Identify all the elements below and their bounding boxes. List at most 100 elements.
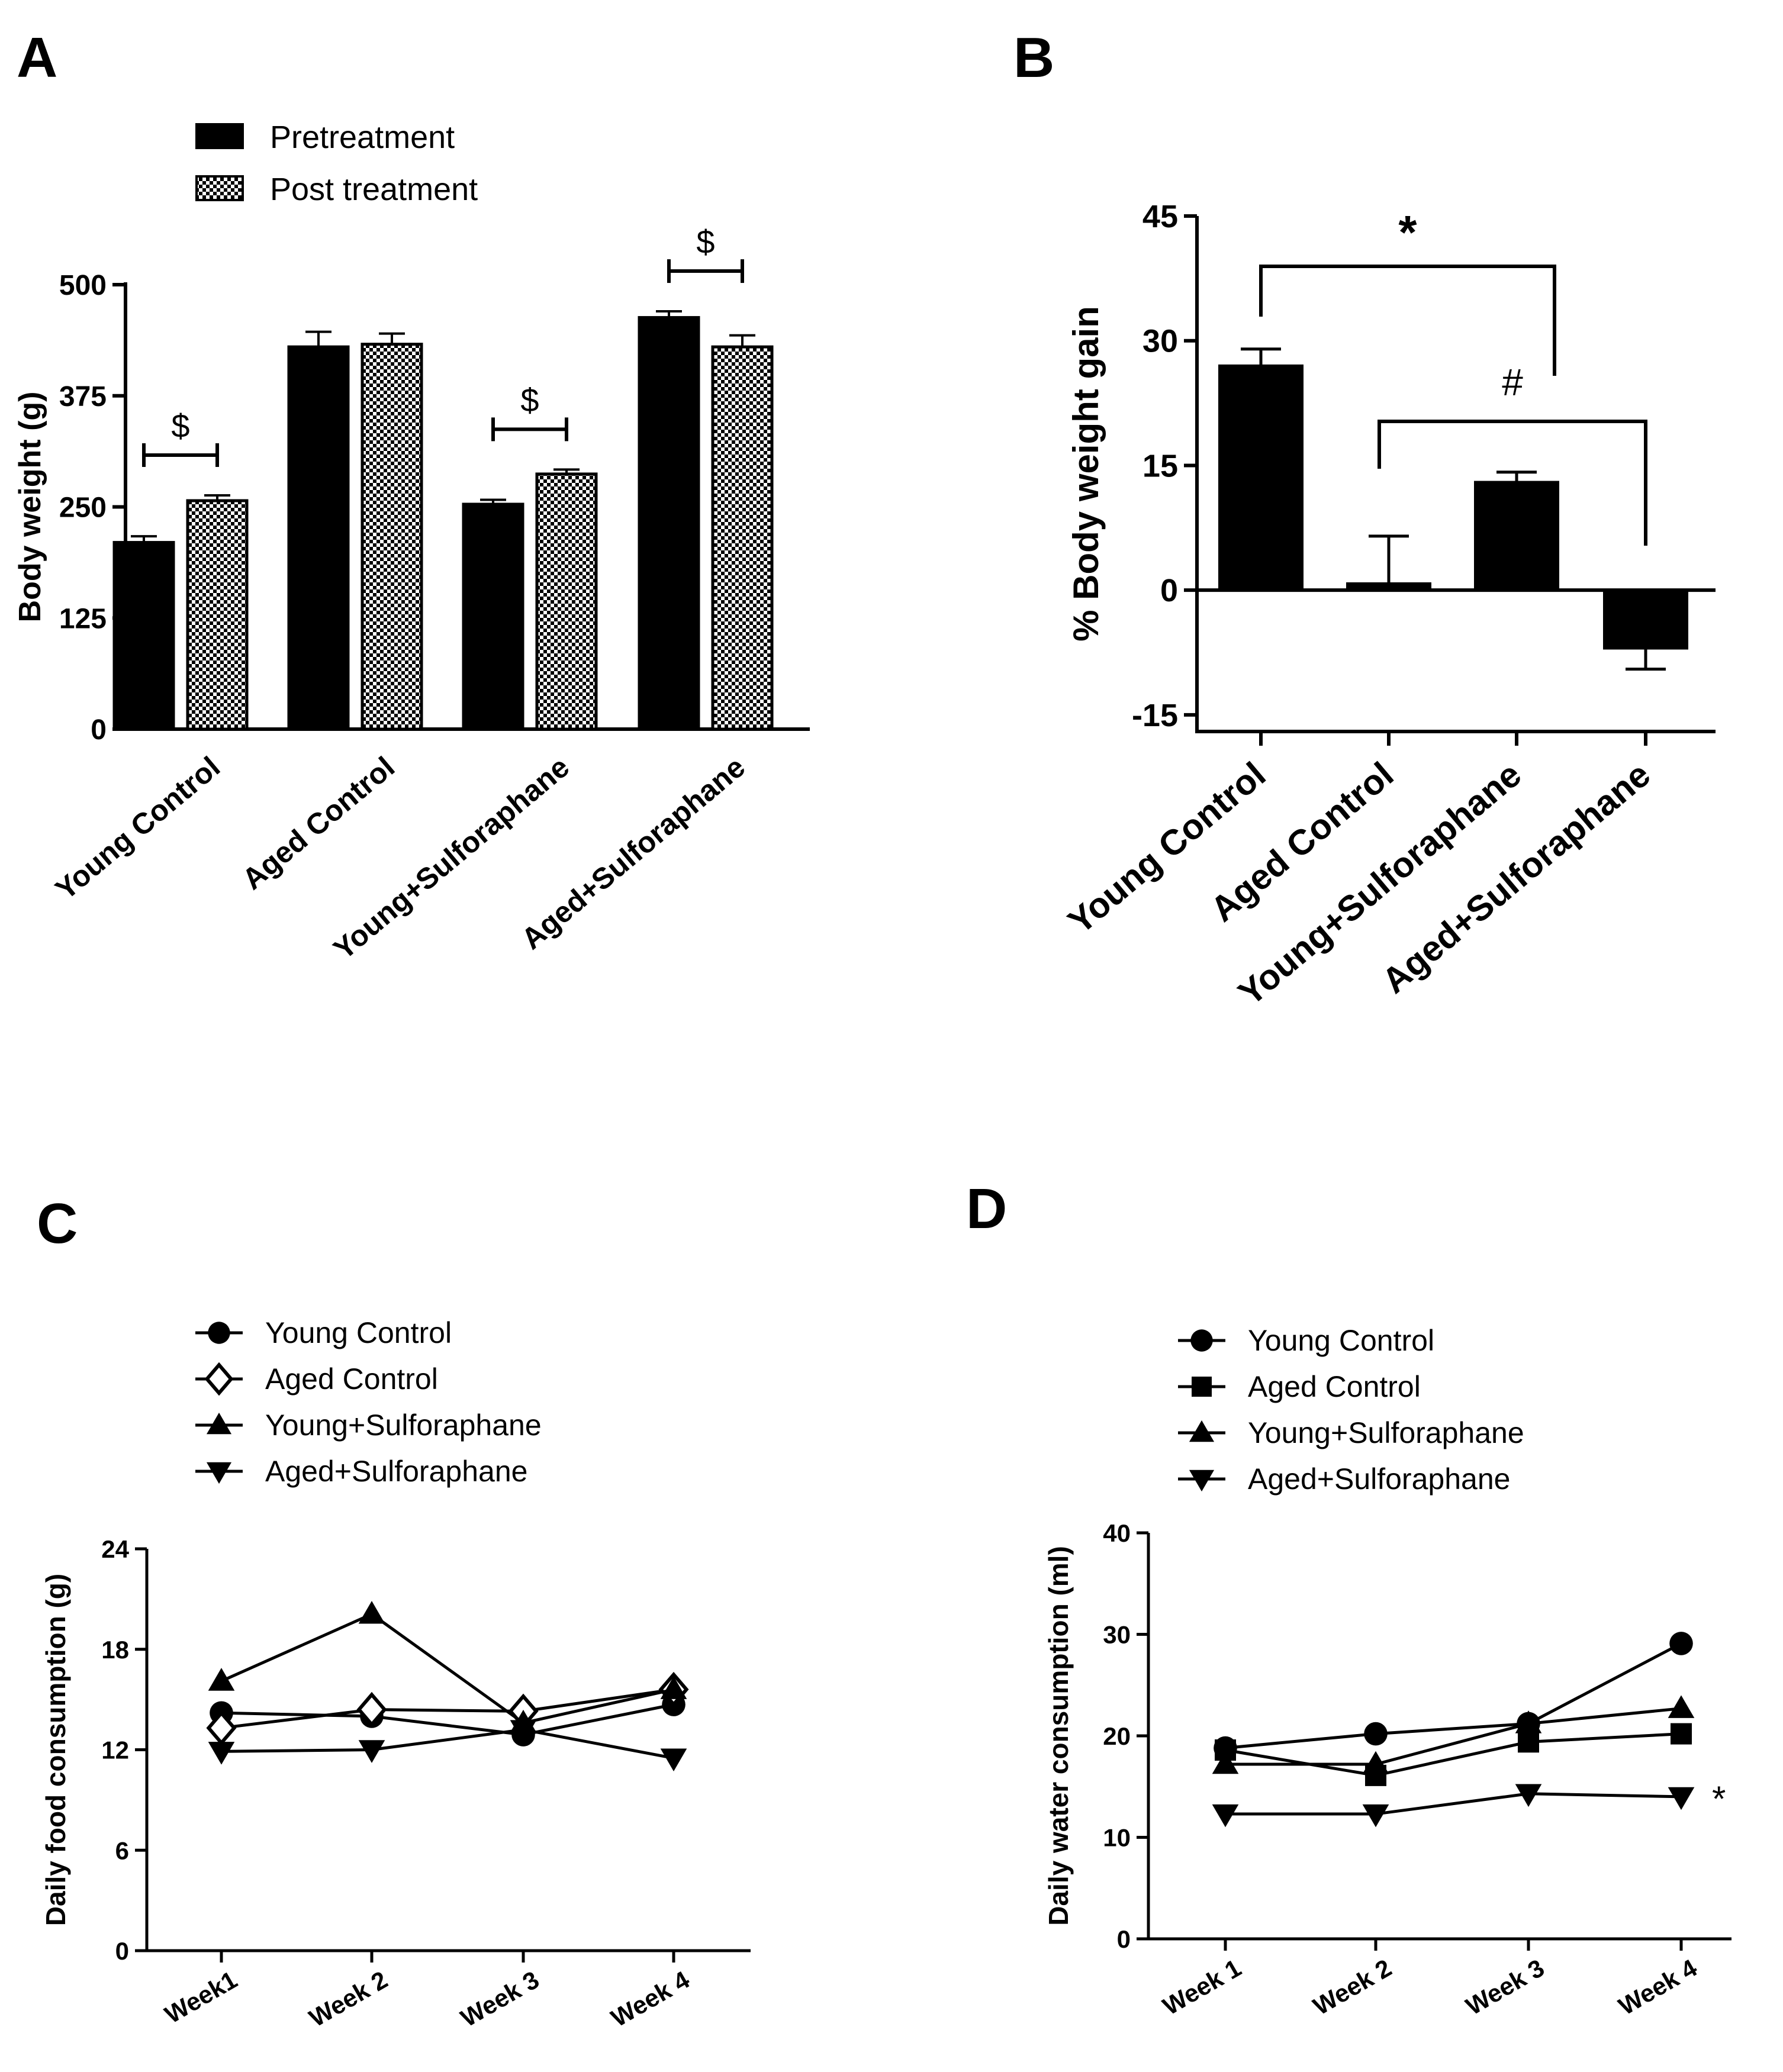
data-point-aged-sulforaphane (1515, 1784, 1542, 1807)
series-line-young-sulforaphane (1225, 1707, 1682, 1766)
y-tick-label: 18 (101, 1636, 129, 1664)
panel-label-c: C (37, 1192, 78, 1255)
y-tick-label: 40 (1103, 1519, 1131, 1547)
panel-d: 0 10 20 30 40 Daily water consumption (ml) Wee… (1043, 1324, 1731, 2021)
significance-marker: # (1502, 361, 1523, 404)
legend-swatch-pretreatment (195, 123, 244, 149)
bar-pretreatment-aged-control (287, 345, 350, 731)
y-tick-label: 0 (91, 714, 107, 746)
legend-marker-young-control (1190, 1329, 1213, 1352)
legend-label-post-treatment: Post treatment (270, 172, 478, 207)
significance-bracket (1259, 265, 1556, 376)
y-tick-label: 250 (59, 492, 107, 524)
data-point-young-control (1669, 1632, 1693, 1655)
legend-marker-aged-sulforaphane (1189, 1470, 1215, 1492)
data-point-young-sulforaphane (208, 1668, 235, 1691)
y-tick-label: -15 (1132, 698, 1178, 733)
bar-post-treatment-aged-sulforaphane (711, 345, 774, 731)
y-axis-title: Daily water consumption (ml) (1043, 1546, 1074, 1926)
y-tick-label: 30 (1103, 1621, 1131, 1649)
data-point-aged-sulforaphane (660, 1748, 687, 1771)
legend-marker-young-sulforaphane (1189, 1420, 1215, 1442)
significance-bracket (1378, 420, 1647, 546)
series-line-young-control (221, 1703, 674, 1736)
x-tick-label-week-3: Week 3 (1461, 1954, 1549, 2021)
y-tick-label: 0 (1117, 1925, 1131, 1953)
significance-marker: $ (171, 407, 189, 444)
bar-pretreatment-aged-sulforaphane (638, 316, 700, 731)
y-axis-title: % Body weight gain (1066, 306, 1106, 642)
series-line-aged-sulforaphane (221, 1728, 674, 1760)
legend-marker-young-sulforaphane (206, 1412, 232, 1435)
series-line-young-control (1225, 1642, 1682, 1750)
data-point-aged-sulforaphane (208, 1742, 235, 1765)
panel-c: 0 6 12 18 24 Daily food consumption (g) Week1 W… (40, 1316, 751, 2032)
y-tick-label: 24 (101, 1535, 129, 1563)
y-axis-title: Body weight (g) (13, 392, 47, 623)
data-point-aged-sulforaphane (510, 1720, 537, 1743)
legend-label-aged-control: Aged Control (1248, 1370, 1421, 1403)
data-point-young-control (1364, 1722, 1388, 1746)
bar-post-treatment-young-control (186, 499, 249, 731)
y-tick-label: 500 (59, 270, 107, 301)
significance-marker: * (1398, 206, 1417, 259)
series-line-aged-sulforaphane (1225, 1792, 1682, 1816)
data-point-young-sulforaphane (1212, 1751, 1239, 1774)
y-tick-label: 0 (115, 1937, 129, 1965)
data-point-aged-control (1518, 1731, 1539, 1753)
data-point-young-sulforaphane (660, 1676, 687, 1699)
significance-marker: $ (520, 381, 539, 418)
bar-aged-sulforaphane (1603, 589, 1688, 650)
data-point-young-sulforaphane (1362, 1751, 1389, 1774)
y-tick-label: 0 (1160, 573, 1178, 608)
y-tick-label: 20 (1103, 1722, 1131, 1750)
data-point-young-sulforaphane (358, 1601, 385, 1624)
bar-young-control (1218, 364, 1304, 592)
data-point-young-sulforaphane (1515, 1710, 1542, 1733)
legend-label-young-sulforaphane: Young+Sulforaphane (1248, 1416, 1524, 1449)
data-point-aged-control (1671, 1723, 1692, 1745)
legend-marker-aged-control (1192, 1377, 1212, 1397)
bar-pretreatment-young-sulforaphane (462, 502, 524, 731)
x-tick-label-week-2: Week 2 (1308, 1954, 1396, 2021)
x-tick-label-week-3: Week 3 (456, 1965, 543, 2032)
y-tick-label: 10 (1103, 1824, 1131, 1852)
data-point-aged-control (356, 1691, 387, 1728)
legend-label-young-sulforaphane: Young+Sulforaphane (265, 1409, 542, 1442)
y-tick-label: 15 (1142, 448, 1178, 484)
x-tick-label-week-4: Week 4 (1614, 1954, 1702, 2021)
legend-label-young-control: Young Control (265, 1316, 452, 1349)
x-tick-label-week-1: Week 1 (1158, 1954, 1245, 2021)
y-tick-label: 125 (59, 603, 107, 634)
legend-marker-young-control (208, 1322, 230, 1344)
legend-marker-aged-sulforaphane (206, 1462, 232, 1484)
bar-aged-control (1346, 582, 1431, 592)
x-tick-label-week1: Week1 (160, 1965, 242, 2029)
panel-label-b: B (1013, 26, 1054, 89)
panel-label-a: A (17, 26, 57, 89)
legend-label-aged-control: Aged Control (265, 1362, 438, 1396)
x-tick-label-aged-control: Aged Control (236, 750, 401, 896)
bar-post-treatment-young-sulforaphane (535, 472, 598, 731)
data-point-aged-sulforaphane (1362, 1804, 1389, 1828)
data-point-young-sulforaphane (1668, 1695, 1695, 1718)
bar-pretreatment-young-control (112, 541, 175, 731)
significance-marker: $ (696, 223, 715, 260)
y-tick-label: 375 (59, 381, 107, 413)
series-line-young-sulforaphane (220, 1612, 674, 1725)
x-tick-label-week-2: Week 2 (304, 1965, 392, 2032)
data-point-aged-sulforaphane (358, 1740, 385, 1763)
legend-swatch-post-treatment (195, 175, 244, 201)
panel-a: 0 125 250 375 500 Body weight (g) Young Contro… (13, 120, 810, 966)
legend-marker-aged-control (204, 1362, 234, 1396)
x-tick-label-week-4: Week 4 (606, 1965, 694, 2032)
data-point-aged-sulforaphane (1668, 1787, 1695, 1810)
x-tick-label-young-control: Young Control (49, 750, 226, 907)
legend-label-pretreatment: Pretreatment (270, 120, 455, 155)
legend-label-aged-sulforaphane: Aged+Sulforaphane (265, 1455, 527, 1488)
bar-post-treatment-aged-control (361, 343, 423, 731)
y-axis-title: Daily food consumption (g) (40, 1574, 71, 1926)
y-tick-label: 30 (1142, 324, 1178, 359)
